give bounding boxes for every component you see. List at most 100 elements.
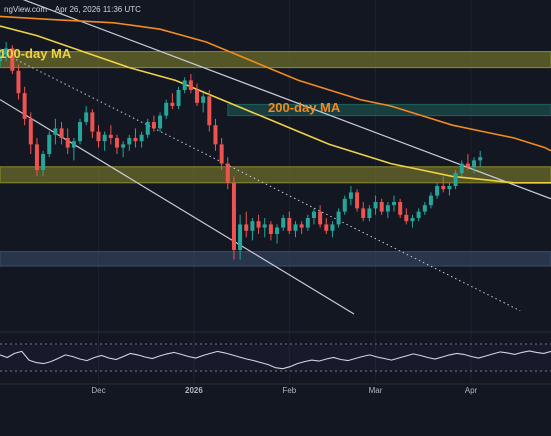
candle-34 (207, 90, 212, 132)
candle-body (108, 134, 113, 138)
candle-61 (373, 195, 378, 215)
zones-layer (0, 51, 551, 267)
candle-body (385, 205, 390, 212)
candle-body (355, 192, 360, 209)
candle-body (238, 224, 243, 250)
candle-body (231, 182, 236, 250)
ma200-line (0, 15, 551, 152)
candle-39 (238, 214, 243, 260)
candle-body (404, 214, 409, 222)
rsi-panel (0, 331, 551, 372)
candle-body (139, 134, 144, 142)
ma200-label: 200-day MA (268, 100, 341, 115)
candle-body (59, 128, 64, 138)
candle-13 (78, 118, 83, 145)
candle-body (342, 198, 347, 212)
candle-76 (465, 154, 470, 170)
candle-54 (330, 221, 335, 238)
candle-35 (213, 118, 218, 151)
x-axis: Dec 2026 Feb Mar Apr (0, 383, 551, 395)
candle-12 (71, 138, 76, 161)
candle-body (293, 224, 298, 231)
candle-60 (367, 205, 372, 222)
ma100-line (0, 25, 551, 184)
candle-body (318, 211, 323, 225)
candle-65 (398, 198, 403, 218)
candle-body (188, 80, 193, 90)
candle-body (127, 138, 132, 145)
candle-body (472, 160, 477, 167)
candle-27 (164, 99, 169, 119)
candle-body (398, 202, 403, 215)
candle-body (324, 224, 329, 231)
candle-body (478, 157, 483, 161)
candle-body (182, 80, 187, 90)
ma100-label: 100-day MA (0, 46, 72, 61)
candle-73 (447, 182, 452, 196)
candle-body (441, 186, 446, 190)
candle-body (416, 211, 421, 218)
candle-52 (318, 205, 323, 228)
candle-38 (231, 176, 236, 260)
candle-body (268, 224, 273, 234)
candle-body (176, 90, 181, 106)
candle-body (262, 224, 267, 228)
candle-body (422, 205, 427, 212)
candle-body (348, 192, 353, 199)
candle-74 (453, 170, 458, 190)
candle-body (213, 125, 218, 145)
candle-body (170, 102, 175, 106)
candle-44 (268, 221, 273, 241)
candle-body (373, 202, 378, 209)
candle-36 (219, 138, 224, 170)
candle-body (244, 224, 249, 231)
header-source: ngView.com (4, 5, 47, 14)
candle-body (121, 144, 126, 148)
candle-43 (262, 218, 267, 238)
candle-57 (348, 186, 353, 206)
candle-75 (459, 160, 464, 177)
candle-29 (176, 86, 181, 110)
candle-15 (90, 109, 95, 138)
candle-51 (311, 208, 316, 225)
candle-37 (225, 157, 230, 190)
candle-47 (287, 211, 292, 234)
candle-58 (355, 189, 360, 212)
candle-63 (385, 202, 390, 218)
candle-8 (47, 131, 52, 158)
candle-body (16, 70, 21, 94)
candle-body (428, 195, 433, 206)
candle-body (4, 48, 9, 55)
candle-body (158, 115, 163, 129)
candle-9 (53, 118, 58, 145)
candle-body (53, 128, 58, 135)
candle-body (225, 163, 230, 183)
candle-body (65, 138, 70, 148)
candle-45 (275, 224, 280, 244)
candle-18 (108, 125, 113, 145)
x-tick-label-0: Dec (91, 386, 105, 395)
candle-70 (428, 192, 433, 209)
trendline-solid-0 (22, 0, 551, 200)
candle-body (0, 54, 2, 62)
candle-23 (139, 131, 144, 148)
candle-body (195, 90, 200, 103)
candle-body (275, 227, 280, 234)
candle-body (22, 93, 27, 119)
candle-41 (250, 218, 255, 241)
candle-body (145, 122, 150, 135)
candle-59 (361, 202, 366, 222)
x-tick-label-4: Apr (465, 386, 478, 395)
candle-body (201, 96, 206, 103)
candle-50 (305, 214, 310, 231)
candle-78 (478, 150, 483, 167)
candle-body (10, 48, 15, 71)
candle-body (305, 218, 310, 228)
candle-body (311, 211, 316, 218)
candle-body (47, 134, 52, 154)
candle-body (151, 122, 156, 129)
candle-22 (133, 128, 138, 148)
candle-body (219, 144, 224, 164)
candle-2 (10, 45, 15, 74)
